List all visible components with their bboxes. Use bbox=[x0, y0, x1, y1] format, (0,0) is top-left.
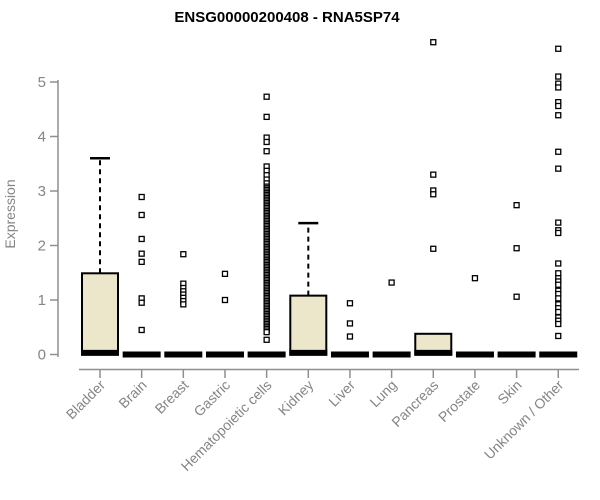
chart-title: ENSG00000200408 - RNA5SP74 bbox=[174, 9, 400, 26]
x-tick-label: Breast bbox=[152, 377, 192, 417]
outlier-point bbox=[471, 275, 479, 282]
outlier-point bbox=[346, 333, 354, 340]
outlier-point bbox=[555, 112, 562, 119]
outlier-point bbox=[555, 148, 562, 155]
y-tick-label: 4 bbox=[38, 129, 46, 146]
outlier-point bbox=[555, 73, 562, 80]
box bbox=[81, 272, 119, 356]
outlier-point bbox=[513, 293, 520, 300]
series bbox=[81, 39, 578, 358]
x-tick-label: Unknown / Other bbox=[481, 377, 567, 463]
x-tick-label: Lung bbox=[366, 377, 399, 410]
outlier-point bbox=[513, 245, 520, 252]
outlier-point bbox=[513, 202, 520, 209]
y-tick-label: 0 bbox=[38, 347, 46, 364]
median-bar bbox=[330, 351, 369, 358]
outlier-point bbox=[555, 281, 562, 288]
median-bar bbox=[164, 351, 203, 358]
y-tick-label: 5 bbox=[38, 74, 46, 91]
outlier-point bbox=[263, 329, 270, 336]
outlier-point bbox=[430, 245, 437, 252]
outlier-point bbox=[555, 320, 562, 328]
outlier-point bbox=[138, 250, 145, 257]
outlier-point bbox=[263, 113, 270, 121]
x-tick-label: Brain bbox=[115, 377, 149, 411]
outlier-point bbox=[138, 299, 145, 306]
outlier-point bbox=[263, 93, 270, 100]
outlier-point bbox=[138, 235, 145, 243]
y-tick-label: 3 bbox=[38, 183, 46, 200]
outlier-point bbox=[263, 138, 270, 146]
outlier-point bbox=[388, 279, 395, 286]
outlier-point bbox=[555, 260, 562, 267]
outlier-point bbox=[555, 332, 562, 340]
outlier-point bbox=[221, 270, 229, 277]
median-bar bbox=[372, 351, 411, 358]
x-tick-label: Skin bbox=[494, 377, 525, 408]
x-tick-label: Prostate bbox=[435, 377, 483, 425]
median-bar bbox=[247, 351, 286, 358]
outlier-point bbox=[430, 39, 437, 46]
outlier-point bbox=[138, 193, 145, 201]
outlier-point bbox=[555, 102, 562, 110]
outlier-point bbox=[555, 219, 562, 226]
median-bar bbox=[497, 351, 536, 358]
outlier-point bbox=[346, 300, 354, 307]
outlier-point bbox=[555, 270, 562, 277]
outlier-point bbox=[263, 148, 270, 155]
outlier-point bbox=[555, 295, 562, 302]
y-tick-label: 2 bbox=[38, 238, 46, 255]
outlier-point bbox=[180, 251, 187, 258]
outlier-point bbox=[180, 301, 187, 308]
outlier-point bbox=[555, 165, 562, 172]
median-bar bbox=[205, 351, 244, 358]
outlier-point bbox=[430, 191, 437, 198]
outlier-point bbox=[555, 45, 562, 52]
median-bar bbox=[414, 349, 453, 356]
box bbox=[289, 294, 328, 356]
outlier-point bbox=[430, 171, 437, 178]
x-tick-label: Liver bbox=[325, 377, 358, 410]
median-bar bbox=[81, 349, 119, 356]
x-tick-label: Bladder bbox=[63, 377, 109, 423]
median-bar bbox=[122, 351, 161, 358]
outlier-point bbox=[138, 258, 145, 266]
outlier-point bbox=[346, 320, 354, 327]
outlier-point bbox=[555, 308, 562, 316]
median-bar bbox=[539, 351, 578, 358]
x-tick-label: Kidney bbox=[275, 377, 317, 419]
median-bar bbox=[455, 351, 494, 358]
outlier-point bbox=[138, 326, 145, 334]
outlier-point bbox=[555, 229, 562, 237]
outlier-point bbox=[221, 296, 229, 304]
y-tick-label: 1 bbox=[38, 292, 46, 309]
y-axis-label: Expression bbox=[2, 179, 18, 248]
median-bar bbox=[289, 349, 328, 356]
outlier-point bbox=[263, 336, 270, 343]
outlier-point bbox=[555, 84, 562, 91]
outlier-point bbox=[138, 211, 145, 219]
